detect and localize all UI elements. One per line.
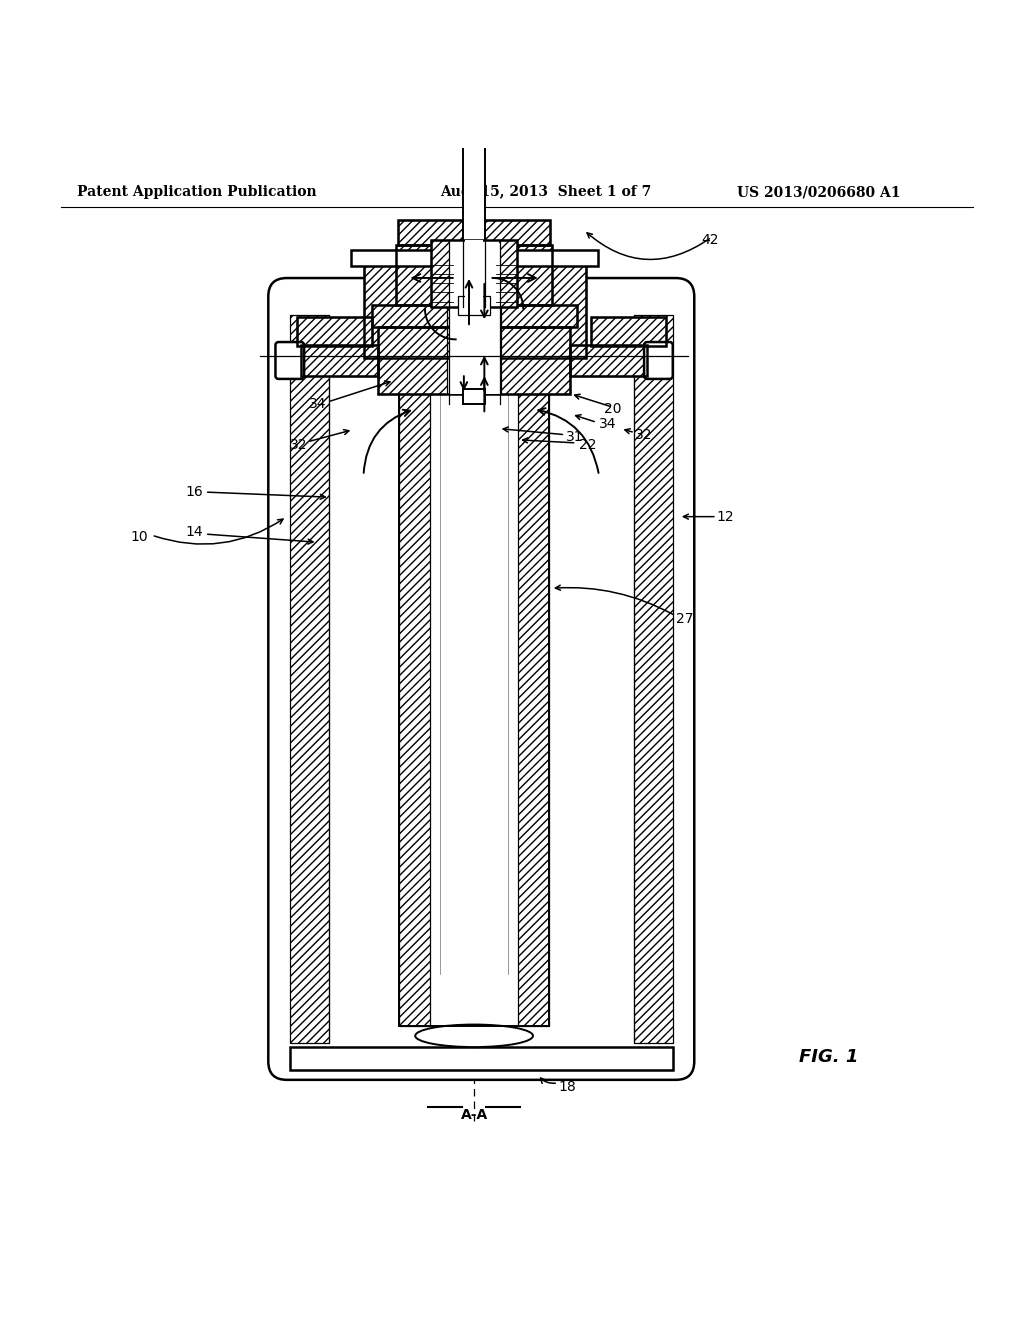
Text: 22: 22 (579, 438, 596, 451)
Bar (378, 327, 447, 393)
Ellipse shape (416, 1024, 534, 1047)
Bar (449, 246, 500, 393)
Text: FIG. 1: FIG. 1 (799, 1048, 858, 1067)
Text: 34: 34 (599, 417, 616, 432)
Bar (570, 345, 647, 376)
Bar (396, 246, 552, 305)
Bar (465, 240, 483, 306)
Bar (396, 246, 552, 305)
Text: 31: 31 (566, 430, 584, 444)
Bar (463, 388, 485, 404)
Bar (449, 251, 500, 300)
Bar (430, 312, 518, 1026)
Bar (351, 251, 598, 265)
Bar (301, 345, 378, 376)
Text: Aug. 15, 2013  Sheet 1 of 7: Aug. 15, 2013 Sheet 1 of 7 (440, 185, 651, 199)
Text: 12: 12 (717, 510, 734, 524)
Bar (301, 345, 378, 376)
FancyBboxPatch shape (644, 342, 673, 379)
Bar (431, 240, 517, 306)
Text: 18: 18 (558, 1080, 575, 1094)
Bar (463, 96, 485, 246)
Bar (518, 312, 549, 1026)
Bar (297, 317, 372, 346)
Text: 16: 16 (185, 484, 203, 499)
Bar (399, 312, 430, 1026)
FancyBboxPatch shape (275, 342, 304, 379)
Bar (431, 240, 454, 306)
Bar (591, 317, 666, 346)
Bar (372, 305, 577, 327)
Bar (398, 219, 550, 246)
Bar (290, 315, 329, 1043)
Text: US 2013/0206680 A1: US 2013/0206680 A1 (737, 185, 901, 199)
Text: 10: 10 (131, 531, 148, 544)
Text: A-A: A-A (461, 1107, 487, 1122)
Text: 34: 34 (309, 397, 327, 411)
Bar (450, 240, 499, 305)
Text: Patent Application Publication: Patent Application Publication (77, 185, 316, 199)
Text: 42: 42 (701, 234, 719, 247)
Text: 14: 14 (185, 525, 203, 539)
Bar (591, 317, 666, 346)
Bar (290, 1047, 673, 1069)
Text: 27: 27 (676, 612, 693, 626)
Bar (501, 305, 577, 327)
Bar (398, 219, 550, 246)
Bar (634, 315, 673, 1043)
Bar (458, 297, 490, 315)
Bar (378, 327, 570, 393)
Bar (372, 305, 447, 327)
Bar (364, 260, 586, 358)
Bar (364, 260, 586, 358)
Bar (495, 240, 517, 306)
FancyBboxPatch shape (268, 279, 694, 1080)
FancyArrowPatch shape (539, 408, 599, 473)
Text: 20: 20 (604, 403, 622, 416)
Text: 32: 32 (290, 438, 307, 451)
Bar (297, 317, 372, 346)
Bar (570, 345, 647, 376)
FancyArrowPatch shape (364, 409, 410, 473)
Bar (501, 327, 570, 393)
Text: 32: 32 (635, 428, 652, 442)
